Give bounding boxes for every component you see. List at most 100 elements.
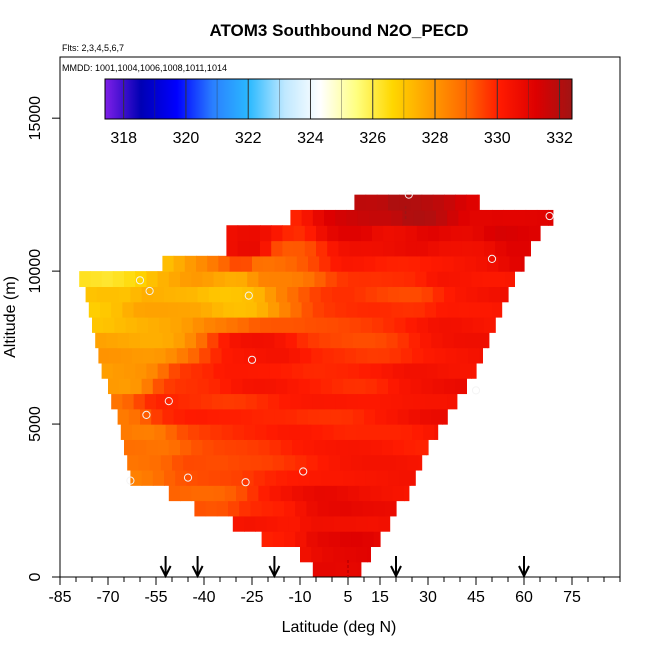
heatmap-cell <box>101 362 114 379</box>
heatmap-cell <box>213 485 226 502</box>
heatmap-cell <box>376 194 389 211</box>
heatmap-cell <box>316 317 328 333</box>
heatmap-cell <box>397 408 410 425</box>
heatmap-cell <box>263 255 275 272</box>
heatmap-cell <box>447 209 459 226</box>
heatmap-cell <box>312 209 325 226</box>
heatmap-cell <box>276 286 288 303</box>
heatmap-cell <box>461 225 474 242</box>
heatmap-cell <box>255 424 267 440</box>
heatmap-cell <box>378 424 391 440</box>
heatmap-cell <box>506 240 519 257</box>
heatmap-cell <box>397 255 410 272</box>
heatmap-cell <box>213 439 226 456</box>
heatmap-cell <box>375 408 387 425</box>
heatmap-cell <box>447 301 459 318</box>
heatmap-cell <box>293 240 306 257</box>
heatmap-cell <box>436 301 448 318</box>
heatmap-cell <box>284 531 296 548</box>
heatmap-cell <box>229 408 242 425</box>
heatmap-cell <box>445 347 458 364</box>
heatmap-cell <box>367 424 379 440</box>
heatmap-cell <box>119 378 131 395</box>
heatmap-cell <box>450 317 463 333</box>
heatmap-cell <box>487 255 499 272</box>
heatmap-cell <box>458 209 471 226</box>
heatmap-cell <box>271 225 283 242</box>
heatmap-cell <box>141 378 154 395</box>
heatmap-cell <box>380 301 392 318</box>
heatmap-cell <box>370 362 383 379</box>
heatmap-cell <box>260 240 272 257</box>
heatmap-cell <box>308 255 320 272</box>
heatmap-cell <box>154 347 167 364</box>
heatmap-cell <box>434 424 439 440</box>
flights-label: Flts: 2,3,4,5,6,7 <box>62 43 124 53</box>
heatmap-cell <box>375 255 387 272</box>
heatmap-cell <box>204 317 216 333</box>
heatmap-cell <box>271 317 283 333</box>
heatmap-cell <box>381 362 394 379</box>
heatmap-cell <box>386 255 399 272</box>
heatmap-cell <box>402 393 415 410</box>
heatmap-cell <box>256 301 269 318</box>
heatmap-cell <box>338 225 351 242</box>
heatmap-cell <box>439 317 451 333</box>
heatmap-cell <box>244 424 256 440</box>
heatmap-cell <box>420 255 432 272</box>
y-axis-title: Altitude (m) <box>2 276 19 358</box>
heatmap-cell <box>314 485 327 502</box>
heatmap-cell <box>394 225 407 242</box>
heatmap-cell <box>517 240 530 257</box>
heatmap-cell <box>325 439 338 456</box>
heatmap-cell <box>124 271 136 288</box>
heatmap-cell <box>216 500 229 517</box>
heatmap-cell <box>301 393 314 410</box>
heatmap-cell <box>380 393 392 410</box>
x-axis-tick-label: 60 <box>515 589 533 606</box>
heatmap-cell <box>156 301 168 318</box>
heatmap-cell <box>330 408 343 425</box>
heatmap-cell <box>133 393 146 410</box>
heatmap-cell <box>402 301 415 318</box>
heatmap-cell <box>514 209 527 226</box>
heatmap-cell <box>388 286 400 303</box>
heatmap-cell <box>253 286 266 303</box>
heatmap-cell <box>500 286 509 303</box>
heatmap-cell <box>224 439 237 456</box>
heatmap-cell <box>324 561 336 577</box>
heatmap-cell <box>164 286 176 303</box>
heatmap-cell <box>304 240 317 257</box>
heatmap-cell <box>477 194 480 211</box>
heatmap-cell <box>156 393 168 410</box>
heatmap-cell <box>312 561 325 577</box>
colorbar-tick-label: 332 <box>546 130 573 147</box>
heatmap-cell <box>484 317 496 333</box>
heatmap-cell <box>348 271 360 288</box>
heatmap-cell <box>231 469 243 486</box>
heatmap-cell <box>140 332 152 349</box>
heatmap-cell <box>311 515 323 532</box>
heatmap-cell <box>386 408 399 425</box>
heatmap-cell <box>215 317 227 333</box>
heatmap-cell <box>138 454 151 471</box>
sample-point <box>404 190 413 199</box>
heatmap-cell <box>300 424 312 440</box>
heatmap-cell <box>168 362 181 379</box>
heatmap-cell <box>200 301 213 318</box>
x-axis-title: Latitude (deg N) <box>282 619 397 636</box>
heatmap-cell <box>255 347 267 364</box>
heatmap-cell <box>282 317 295 333</box>
heatmap-cell <box>252 255 264 272</box>
heatmap-cell <box>223 393 235 410</box>
heatmap-cell <box>469 301 482 318</box>
heatmap-cell <box>228 500 240 517</box>
heatmap-cell <box>460 271 472 288</box>
heatmap-cell <box>471 362 477 379</box>
heatmap-cell <box>106 332 119 349</box>
heatmap-cell <box>405 317 418 333</box>
heatmap-cell <box>320 286 333 303</box>
heatmap-cell <box>311 347 323 364</box>
heatmap-cell <box>157 271 170 288</box>
heatmap-cell <box>352 408 365 425</box>
